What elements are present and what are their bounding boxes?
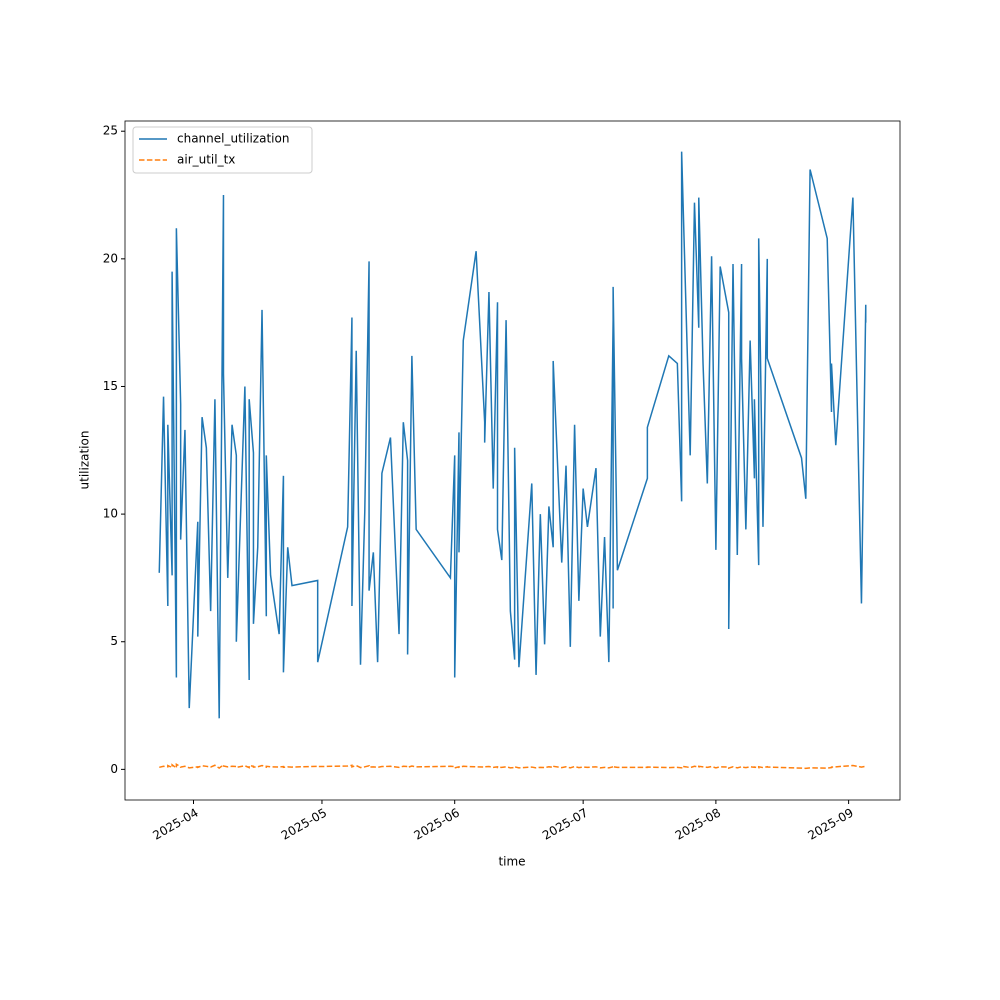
x-tick-label: 2025-06 (412, 806, 462, 843)
legend-label: channel_utilization (177, 132, 289, 146)
x-tick-label: 2025-07 (540, 806, 590, 843)
x-tick-label: 2025-08 (673, 806, 723, 843)
y-tick-label: 20 (103, 251, 118, 265)
y-tick-label: 0 (110, 762, 118, 776)
series-line (158, 151, 867, 719)
series-line (159, 762, 867, 770)
x-tick-label: 2025-05 (279, 806, 329, 843)
legend-label: air_util_tx (177, 153, 235, 167)
x-axis-label: time (498, 855, 525, 869)
y-tick-label: 5 (110, 634, 118, 648)
x-tick-label: 2025-04 (150, 806, 200, 843)
x-tick-label: 2025-09 (805, 806, 855, 843)
plot-frame (124, 120, 901, 801)
legend-box (132, 126, 313, 174)
y-tick-label: 15 (103, 379, 118, 393)
y-tick-label: 25 (103, 124, 118, 138)
y-tick-label: 10 (103, 507, 118, 521)
y-axis-label: utilization (78, 431, 92, 490)
